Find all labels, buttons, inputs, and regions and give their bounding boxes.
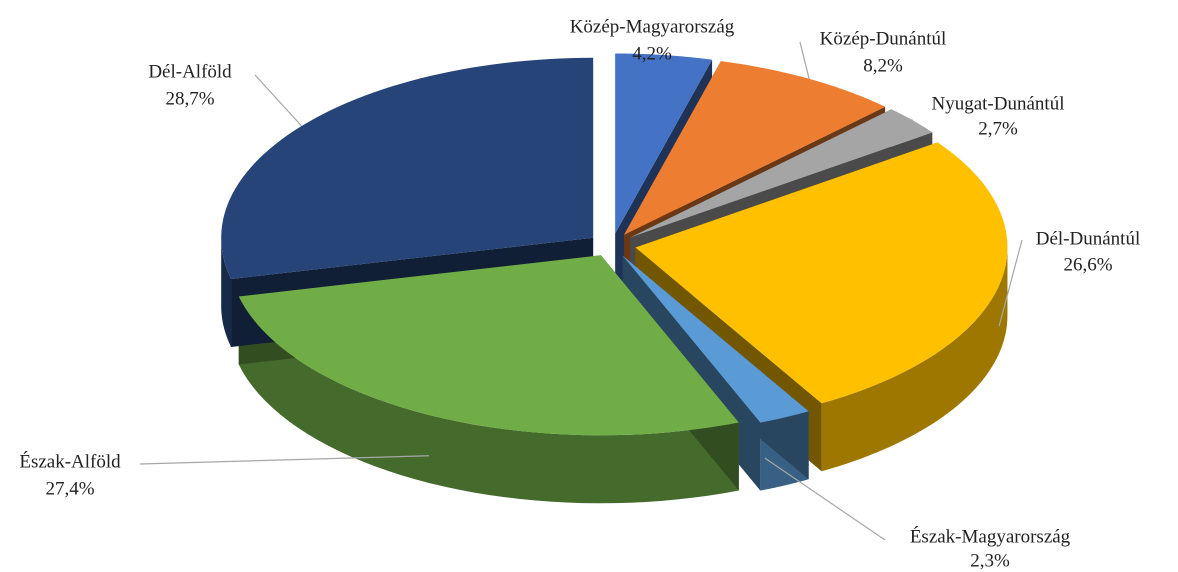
category-label: Közép-Magyarország	[570, 16, 735, 37]
category-label: Dél-Dunántúl	[1036, 228, 1140, 249]
labels: Közép-Magyarország 4,2% Közép-Dunántúl 8,2%…	[19, 16, 1140, 571]
leader-line	[254, 74, 303, 127]
value-label: 8,2%	[863, 55, 903, 76]
slice	[623, 61, 886, 235]
value-label: 2,3%	[970, 550, 1010, 571]
value-label: 2,7%	[978, 118, 1018, 139]
slice	[635, 142, 1008, 404]
leader-line	[904, 117, 914, 122]
leader-line	[799, 41, 810, 79]
category-label: Észak-Magyarország	[910, 525, 1071, 547]
leader-line	[998, 239, 1023, 327]
leader-line	[139, 455, 430, 465]
category-label: Dél-Alföld	[148, 61, 232, 82]
value-label: 27,4%	[45, 478, 94, 499]
value-label: 4,2%	[632, 43, 672, 64]
slice-side	[238, 296, 739, 504]
slice	[238, 255, 739, 436]
slice-tops	[221, 53, 1008, 436]
slice-side	[221, 237, 232, 347]
category-label: Nyugat-Dunántúl	[932, 93, 1065, 114]
slice	[221, 57, 594, 279]
slice	[622, 255, 809, 423]
leader-line	[764, 457, 886, 541]
value-label: 28,7%	[165, 88, 214, 109]
slice	[630, 109, 933, 238]
slice-side	[821, 247, 1008, 472]
category-label: Észak-Alföld	[19, 450, 121, 472]
category-label: Közép-Dunántúl	[820, 28, 947, 49]
value-label: 26,6%	[1063, 254, 1112, 275]
slice	[615, 53, 713, 234]
